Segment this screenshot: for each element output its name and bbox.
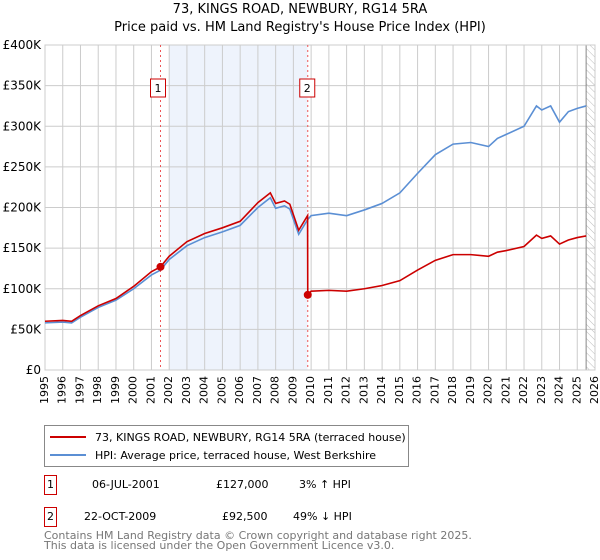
- y-tick-label: £250K: [3, 160, 43, 174]
- hpi-line: [44, 104, 587, 324]
- y-tick-label: £200K: [3, 201, 43, 215]
- legend-item-price: 73, KINGS ROAD, NEWBURY, RG14 5RA (terra…: [50, 429, 406, 445]
- x-tick-label: 2018: [446, 376, 459, 404]
- x-tick-label: 2016: [411, 376, 424, 404]
- x-tick-label: 2017: [428, 376, 441, 404]
- price-line: [44, 191, 587, 323]
- x-tick-label: 2020: [482, 376, 495, 404]
- sale-label-box: [150, 78, 166, 98]
- x-tick-label: 2021: [499, 376, 512, 404]
- x-tick-label: 1997: [73, 376, 86, 404]
- x-tick-label: 2023: [535, 376, 548, 404]
- x-tick-label: 2009: [286, 376, 299, 404]
- y-tick-label: £400K: [3, 38, 43, 52]
- y-tick-label: £350K: [3, 79, 43, 93]
- sale-hpi: 49% ↓ HPI: [293, 510, 352, 523]
- y-tick-label: £300K: [3, 119, 43, 133]
- y-tick-label: £50K: [10, 322, 42, 336]
- sale-price: £127,000: [216, 478, 269, 491]
- x-tick-label: 2010: [304, 376, 317, 404]
- sale-hpi: 3% ↑ HPI: [299, 478, 351, 491]
- x-tick-label: 2015: [393, 376, 406, 404]
- plot-border: [44, 44, 596, 371]
- sale-date: 06-JUL-2001: [92, 478, 160, 491]
- sale-label: 2: [304, 82, 311, 95]
- x-tick-label: 2019: [464, 376, 477, 404]
- sale-date: 22-OCT-2009: [84, 510, 157, 523]
- sale-label: 1: [155, 82, 162, 95]
- x-tick-label: 2002: [162, 376, 175, 404]
- legend: 73, KINGS ROAD, NEWBURY, RG14 5RA (terra…: [44, 425, 409, 467]
- legend-swatch-hpi: [50, 454, 86, 456]
- x-tick-label: 2008: [269, 376, 282, 404]
- footer-line-2: This data is licensed under the Open Gov…: [44, 539, 395, 552]
- x-tick-label: 2012: [340, 376, 353, 404]
- sale-price: £92,500: [222, 510, 268, 523]
- x-tick-label: 2007: [251, 376, 264, 404]
- sale-marker-1: 1: [44, 475, 57, 495]
- x-tick-label: 2024: [553, 376, 566, 404]
- chart-title: 73, KINGS ROAD, NEWBURY, RG14 5RA: [172, 2, 428, 17]
- legend-label-hpi: HPI: Average price, terraced house, West…: [95, 448, 377, 462]
- chart-svg: 1995 1996 1997 1998 1999 2000 2001 2002 2003 2004…: [3, 38, 600, 404]
- y-tick-label: £100K: [3, 282, 43, 296]
- x-tick-label: 2006: [233, 376, 246, 404]
- legend-item-hpi: HPI: Average price, terraced house, West…: [50, 447, 376, 463]
- x-tick-label: 2001: [144, 376, 157, 404]
- footer-line-1: Contains HM Land Registry data © Crown c…: [44, 529, 472, 542]
- x-tick-label: 2003: [180, 376, 193, 404]
- sale-point: [156, 262, 165, 271]
- sale-row-1: 1 06-JUL-2001 £127,000 3% ↑ HPI: [44, 475, 424, 495]
- x-tick-label: 1996: [56, 376, 69, 404]
- sale-row-2: 2 22-OCT-2009 £92,500 49% ↓ HPI: [44, 507, 424, 527]
- sale-point: [303, 290, 312, 299]
- y-tick-label: £150K: [3, 241, 43, 255]
- x-tick-label: 2022: [517, 376, 530, 404]
- x-tick-label: 2026: [588, 376, 600, 404]
- legend-label-price: 73, KINGS ROAD, NEWBURY, RG14 5RA (terra…: [95, 430, 406, 444]
- footer: Contains HM Land Registry data © Crown c…: [44, 529, 472, 552]
- y-tick-label: £0: [26, 363, 41, 377]
- x-tick-label: 2011: [322, 376, 335, 404]
- x-tick-label: 2025: [570, 376, 583, 404]
- chart-subtitle: Price paid vs. HM Land Registry's House …: [114, 20, 486, 35]
- sale-marker-2: 2: [44, 507, 57, 527]
- x-tick-label: 2013: [357, 376, 370, 404]
- x-tick-label: 2014: [375, 376, 388, 404]
- x-tick-label: 2005: [215, 376, 228, 404]
- sale-label-box: [299, 78, 316, 98]
- legend-swatch-price: [50, 436, 86, 438]
- x-tick-label: 1998: [91, 376, 104, 404]
- x-tick-label: 1999: [109, 376, 122, 404]
- x-tick-label: 2000: [127, 376, 140, 404]
- x-tick-label: 1995: [38, 376, 51, 404]
- x-tick-label: 2004: [198, 376, 211, 404]
